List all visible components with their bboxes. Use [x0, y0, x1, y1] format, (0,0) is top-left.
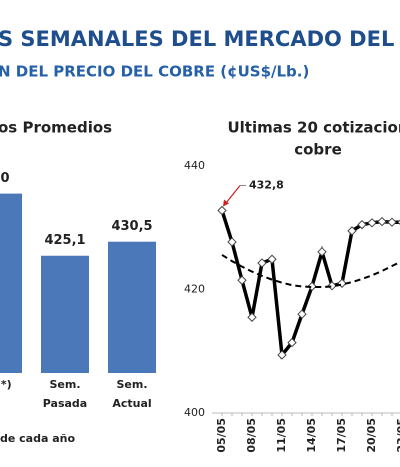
line-chart-title: Ultimas 20 cotizacion [227, 119, 400, 137]
marker [287, 337, 297, 348]
marker [347, 226, 357, 236]
value-label: 430,5 [111, 219, 152, 234]
x-tick-label: 11/05 [275, 418, 288, 453]
footnote: de cada año [0, 432, 75, 445]
marker [337, 278, 347, 289]
marker [237, 275, 247, 285]
marker [257, 258, 267, 268]
marker [307, 281, 317, 292]
x-tick-label: Sem. [116, 378, 147, 391]
x-tick-label: 20/05 [365, 418, 378, 453]
value-label: 9,0 [0, 171, 10, 186]
x-tick-label: Pasada [43, 397, 87, 410]
marker [277, 350, 287, 360]
x-tick-label: 17/05 [335, 418, 348, 453]
x-tick-label: 14/05 [305, 418, 318, 453]
marker [297, 309, 307, 319]
marker [267, 254, 277, 264]
bar [0, 193, 22, 373]
header-title: S SEMANALES DEL MERCADO DEL C [0, 27, 400, 51]
header-subtitle: N DEL PRECIO DEL COBRE (¢US$/Lb.) [0, 63, 309, 81]
marker [317, 247, 327, 257]
marker [217, 205, 227, 216]
marker [387, 217, 397, 227]
marker [377, 216, 387, 227]
value-label: 425,1 [44, 233, 85, 248]
x-tick-label: Actual [112, 397, 151, 410]
marker [327, 281, 337, 291]
y-tick-label: 440 [184, 159, 205, 172]
marker [357, 219, 367, 230]
annotation-arrowhead [223, 199, 229, 207]
bar [41, 255, 89, 373]
marker [227, 237, 237, 247]
x-tick-label: 08/05 [245, 418, 258, 453]
bar [108, 241, 156, 373]
line-chart-title: cobre [294, 141, 342, 159]
bar-chart-title: os Promedios [0, 119, 112, 137]
marker [247, 312, 257, 322]
annotation-label: 432,8 [249, 178, 284, 191]
y-tick-label: 400 [184, 406, 205, 419]
x-tick-label: Sem. [49, 378, 80, 391]
x-tick-label: 05/05 [215, 418, 228, 453]
trend-line [221, 254, 400, 289]
x-tick-label: 2 (*) [0, 378, 12, 391]
y-tick-label: 420 [184, 283, 205, 296]
x-tick-label: 23/05 [395, 418, 400, 453]
marker [367, 218, 377, 228]
